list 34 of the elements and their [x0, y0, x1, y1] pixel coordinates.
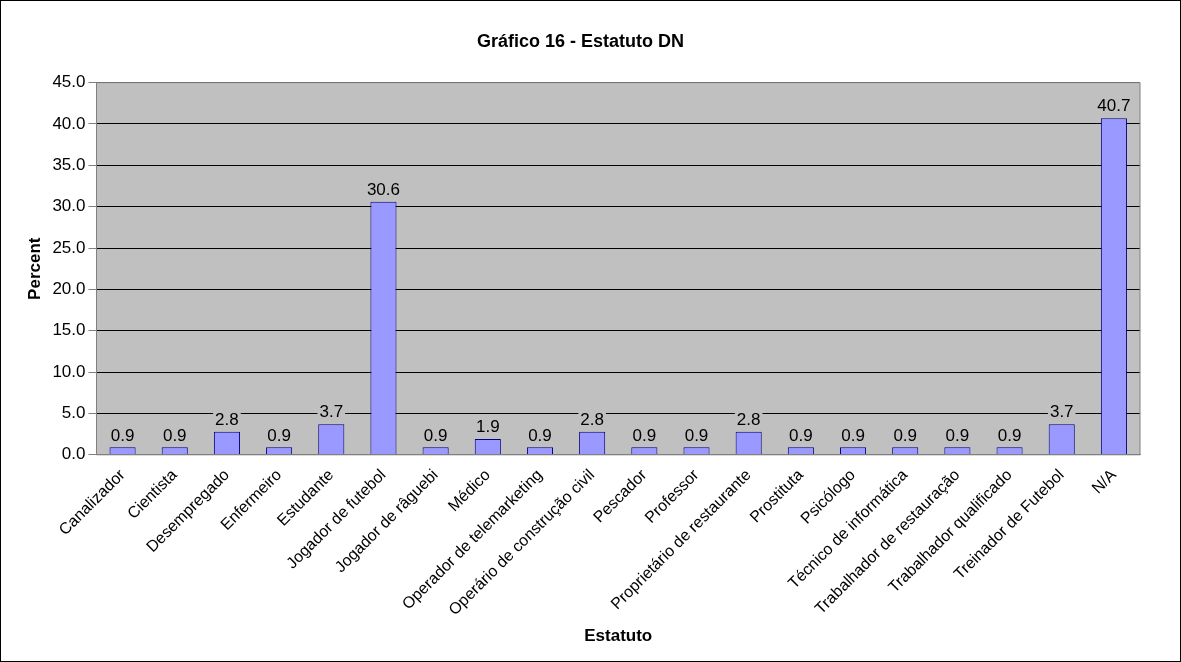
y-tick-label: 5.0	[61, 403, 86, 423]
y-tick-label: 10.0	[52, 361, 86, 381]
y-tick-label: 15.0	[52, 320, 86, 340]
chart-title: Gráfico 16 - Estatuto DN	[476, 30, 685, 51]
data-label: 0.9	[945, 425, 970, 445]
data-label: 0.9	[110, 425, 135, 445]
data-label: 0.9	[841, 425, 865, 445]
y-tick-label: 20.0	[52, 279, 86, 299]
data-label: 2.8	[580, 409, 604, 429]
data-label: 3.7	[1049, 402, 1074, 422]
data-label: 40.7	[1097, 96, 1131, 116]
x-tick-label: N/A	[1088, 465, 1120, 497]
y-axis-title: Percent	[24, 237, 44, 300]
data-label: 0.9	[267, 425, 291, 445]
data-label: 1.9	[475, 417, 500, 437]
data-label: 0.9	[789, 425, 813, 445]
y-tick-label: 30.0	[52, 196, 86, 216]
data-label: 0.9	[162, 425, 187, 445]
y-tick-label: 0.0	[61, 444, 86, 464]
data-label: 0.9	[528, 425, 552, 445]
data-label: 3.7	[319, 402, 344, 422]
data-label: 0.9	[997, 425, 1022, 445]
y-tick-label: 45.0	[52, 72, 86, 92]
y-tick-label: 35.0	[52, 155, 86, 174]
data-label: 0.9	[423, 425, 448, 445]
y-tick-label: 25.0	[52, 237, 86, 257]
y-tick-label: 40.0	[52, 113, 86, 133]
data-label: 0.9	[684, 425, 709, 445]
data-label: 2.8	[215, 409, 239, 429]
data-label: 2.8	[736, 409, 761, 429]
data-label: 30.6	[366, 179, 400, 199]
data-label: 0.9	[893, 425, 918, 445]
x-axis-title: Estatuto	[584, 626, 653, 646]
data-label: 0.9	[632, 425, 657, 445]
